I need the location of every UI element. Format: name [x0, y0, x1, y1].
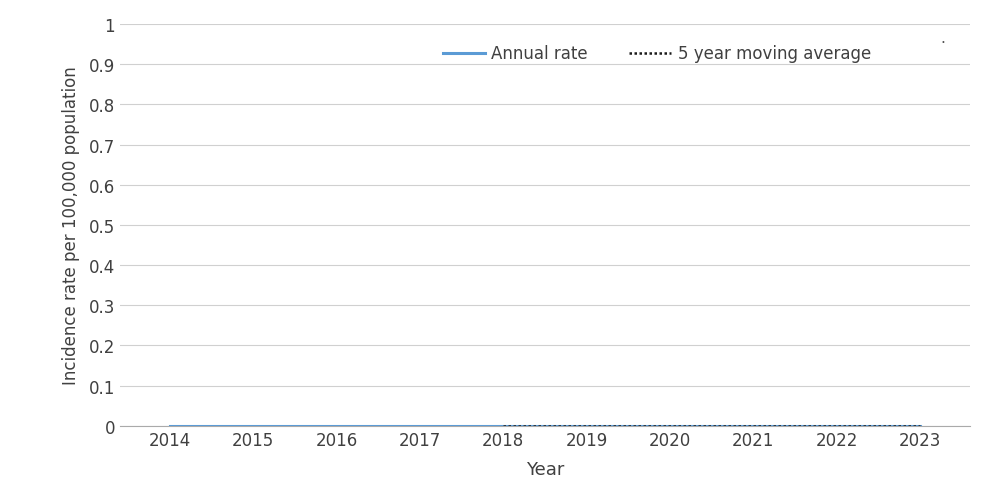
Annual rate: [914, 423, 926, 429]
Annual rate: [164, 423, 176, 429]
Annual rate: [497, 423, 509, 429]
5 year moving average: [664, 423, 676, 429]
Annual rate: [414, 423, 426, 429]
Annual rate: [664, 423, 676, 429]
5 year moving average: [497, 423, 509, 429]
Legend: Annual rate, 5 year moving average: Annual rate, 5 year moving average: [443, 46, 871, 63]
Text: .: .: [940, 31, 945, 46]
Y-axis label: Incidence rate per 100,000 population: Incidence rate per 100,000 population: [62, 67, 80, 384]
Annual rate: [331, 423, 343, 429]
Annual rate: [581, 423, 593, 429]
5 year moving average: [914, 423, 926, 429]
5 year moving average: [831, 423, 843, 429]
X-axis label: Year: Year: [526, 460, 564, 478]
5 year moving average: [581, 423, 593, 429]
5 year moving average: [747, 423, 759, 429]
Annual rate: [747, 423, 759, 429]
Annual rate: [831, 423, 843, 429]
Annual rate: [247, 423, 259, 429]
